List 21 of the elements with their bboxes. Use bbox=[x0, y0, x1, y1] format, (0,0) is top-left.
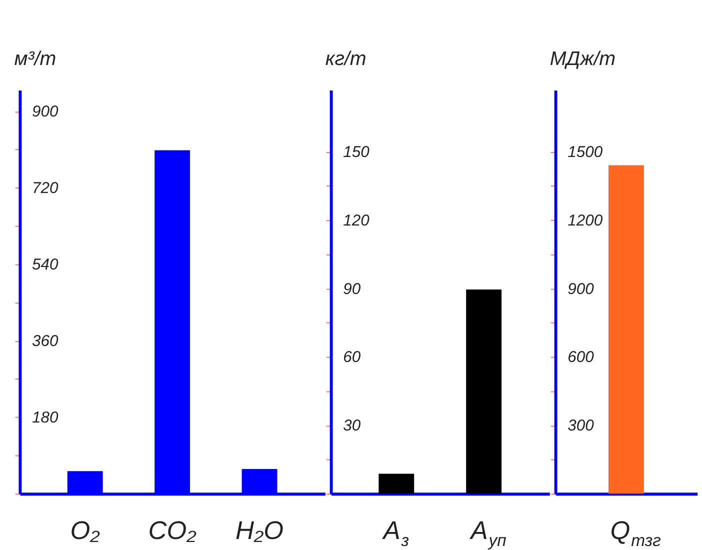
y-tick-label: 60 bbox=[343, 349, 361, 366]
y-tick-label: 90 bbox=[343, 280, 361, 298]
x-tick-label: CO₂ bbox=[148, 516, 197, 545]
y-axis-title: МДж/т bbox=[550, 48, 616, 70]
x-tick-label: H₂O bbox=[235, 516, 284, 545]
y-tick-label: 1200 bbox=[568, 212, 603, 230]
y-tick-label: 30 bbox=[343, 418, 361, 435]
y-tick-label: 540 bbox=[32, 256, 59, 274]
x-tick-label: O₂ bbox=[70, 516, 100, 545]
y-tick-label: 120 bbox=[343, 212, 370, 230]
y-tick-label: 900 bbox=[32, 104, 59, 121]
y-axis-title: кг/т bbox=[325, 48, 366, 70]
y-tick-label: 300 bbox=[568, 418, 594, 435]
y-tick-label: 720 bbox=[32, 180, 59, 198]
y-tick-label: 900 bbox=[568, 280, 594, 298]
y-tick-label: 360 bbox=[32, 333, 59, 350]
y-tick-label: 150 bbox=[343, 144, 370, 161]
y-axis-title: м³/т bbox=[14, 48, 56, 70]
y-tick-label: 1500 bbox=[568, 144, 603, 161]
y-tick-label: 600 bbox=[568, 349, 594, 366]
y-tick-label: 180 bbox=[32, 410, 59, 427]
